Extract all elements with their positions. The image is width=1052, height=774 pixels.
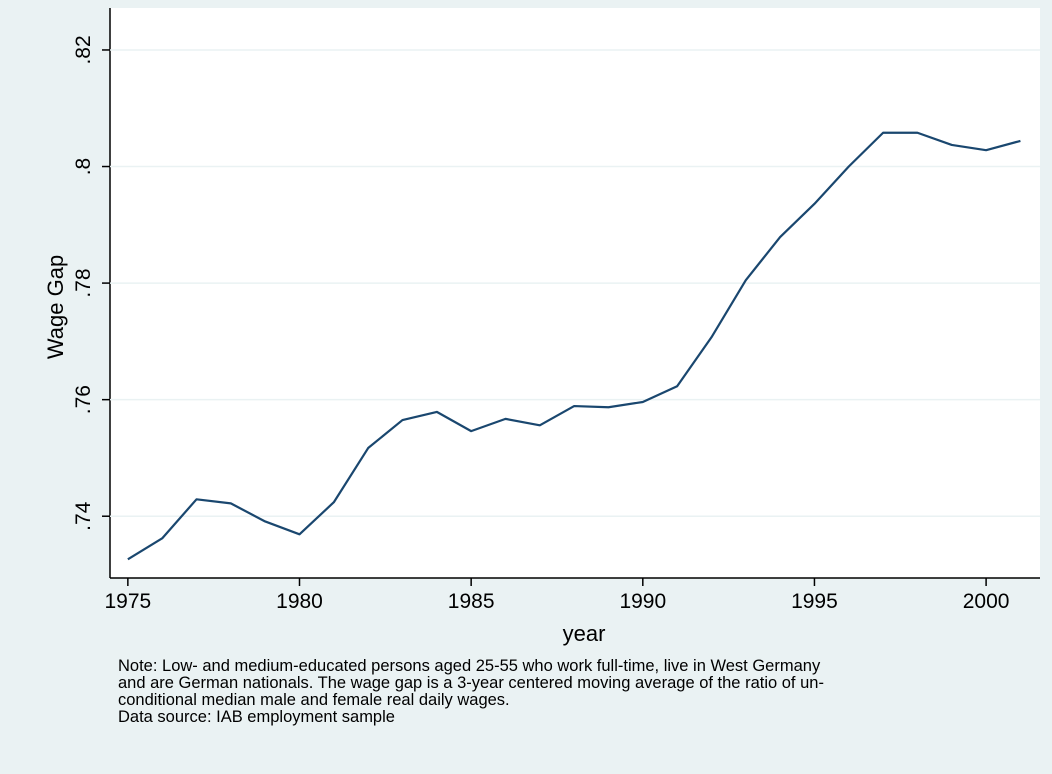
note-line: and are German nationals. The wage gap i… [118,674,824,692]
x-tick-label: 2000 [963,590,1010,613]
series-line [127,131,1021,561]
x-tick-label: 1980 [276,590,323,613]
note-line: conditional median male and female real … [118,691,510,709]
x-tick-label: 1985 [448,590,495,613]
x-tick-label: 1975 [104,590,151,613]
y-tick-label: .82 [72,35,95,64]
y-tick-label: .76 [72,385,95,414]
y-tick-label: .74 [72,501,95,531]
plot-area [110,8,1040,578]
y-tick-label: .78 [72,268,95,297]
x-tick-label: 1990 [619,590,666,613]
x-axis-label: year [563,621,606,646]
note-line: Note: Low- and medium-educated persons a… [118,657,821,675]
y-tick-label: .8 [72,158,95,176]
note-line: Data source: IAB employment sample [118,708,395,726]
y-axis-label: Wage Gap [43,255,68,359]
x-tick-label: 1995 [791,590,838,613]
